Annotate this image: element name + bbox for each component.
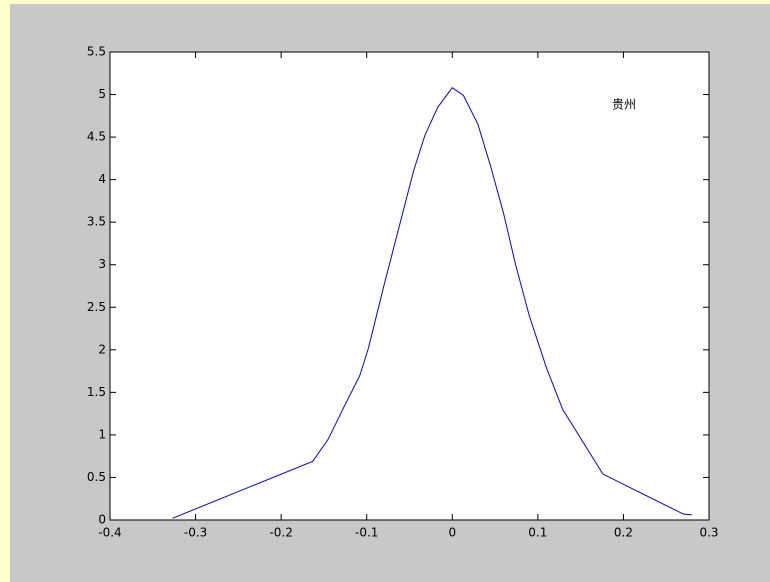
x-tick-label: 0 <box>448 526 456 540</box>
y-tick-label: 0.5 <box>87 470 106 484</box>
y-tick-label: 2 <box>98 342 106 356</box>
y-tick-label: 4 <box>98 172 106 186</box>
y-tick-label: 1 <box>98 427 106 441</box>
x-tick-label: -0.3 <box>184 526 207 540</box>
y-tick-label: 3.5 <box>87 215 106 229</box>
y-tick-label: 5.5 <box>87 45 106 59</box>
y-tick-label: 1.5 <box>87 385 106 399</box>
y-tick-label: 3 <box>98 257 106 271</box>
x-tick-label: -0.2 <box>269 526 292 540</box>
data-line <box>172 87 692 519</box>
y-tick-label: 4.5 <box>87 130 106 144</box>
y-tick-label: 2.5 <box>87 300 106 314</box>
x-tick-label: 0.3 <box>699 526 718 540</box>
y-tick-label: 5 <box>98 87 106 101</box>
x-tick-label: 0.1 <box>528 526 547 540</box>
axes-box <box>109 51 710 521</box>
x-tick-label: 0.2 <box>614 526 633 540</box>
annotation: 贵州 <box>612 98 636 112</box>
x-tick-label: -0.4 <box>98 526 121 540</box>
y-tick-label: 0 <box>98 513 106 527</box>
x-tick-label: -0.1 <box>355 526 378 540</box>
